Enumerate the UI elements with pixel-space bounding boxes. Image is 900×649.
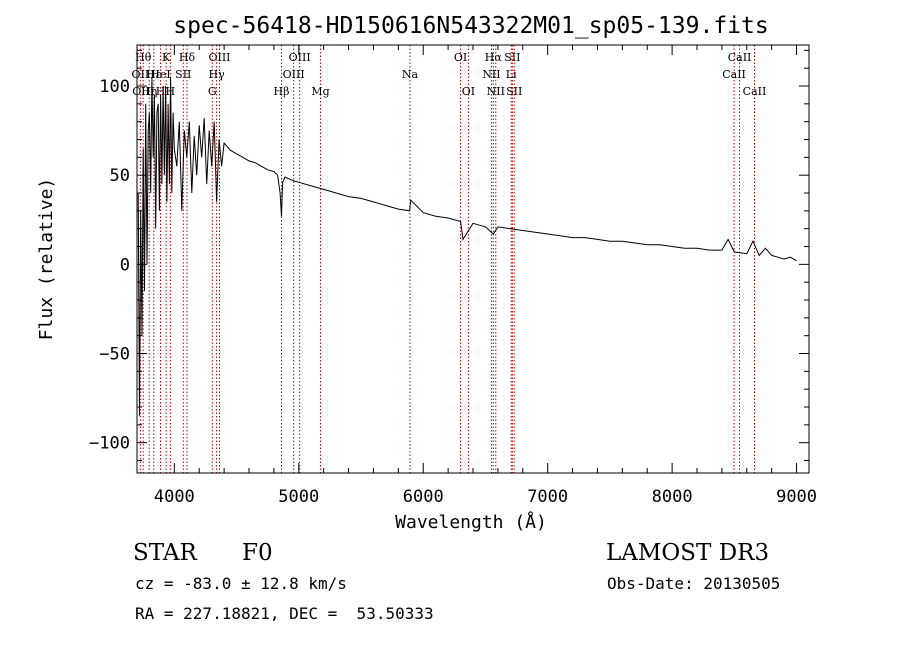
- y-tick-label: −50: [99, 345, 130, 365]
- y-axis-ticks: −100 −50 0 50 100: [89, 49, 809, 462]
- x-axis-ticks: 4000 5000 6000 7000 8000 9000: [154, 45, 817, 507]
- line-label: G: [208, 85, 217, 98]
- y-tick-label: 100: [99, 77, 130, 97]
- object-subclass: F0: [242, 540, 273, 566]
- chart-title: spec-56418-HD150616N543322M01_sp05-139.f…: [173, 13, 768, 39]
- line-label: NII: [487, 85, 505, 98]
- line-label: K: [162, 51, 171, 64]
- plot-frame: [136, 44, 810, 474]
- line-label: Hδ: [179, 51, 196, 64]
- y-tick-label: −100: [89, 434, 130, 454]
- x-tick-label: 6000: [403, 487, 444, 507]
- x-tick-label: 4000: [154, 487, 195, 507]
- line-label: Hη: [141, 85, 157, 98]
- line-label: CaII: [743, 85, 767, 98]
- line-label: Hα: [485, 51, 503, 64]
- line-label: H: [156, 85, 166, 98]
- line-label: Hγ: [209, 68, 226, 81]
- line-label: Hβ: [274, 85, 290, 98]
- line-label: OIII: [283, 68, 305, 81]
- coordinates: RA = 227.18821, DEC = 53.50333: [135, 604, 434, 623]
- line-label: SII: [506, 85, 522, 98]
- object-class: STAR: [133, 540, 197, 566]
- x-axis-label: Wavelength (Å): [395, 511, 547, 533]
- x-tick-label: 9000: [776, 487, 817, 507]
- line-label: SII: [175, 68, 191, 81]
- line-label: CaII: [722, 68, 746, 81]
- line-label: HeI: [150, 68, 170, 81]
- line-label: OIII: [208, 51, 230, 64]
- line-label: Hε: [146, 68, 162, 81]
- redshift-cz: cz = -83.0 ± 12.8 km/s: [135, 574, 347, 593]
- line-label: NII: [482, 68, 500, 81]
- observation-date: Obs-Date: 20130505: [607, 574, 781, 593]
- spectrum-line: [137, 77, 797, 416]
- line-label: OII: [132, 68, 150, 81]
- line-label: OIII: [289, 51, 311, 64]
- survey-name: LAMOST DR3: [606, 540, 770, 566]
- line-label: Mg: [311, 85, 329, 98]
- spectral-line-labels: OIIHθOIIIHηHεHeIHKHSIIHδGHγOIIIHβOIIIOII…: [132, 51, 767, 98]
- x-tick-label: 7000: [527, 487, 568, 507]
- x-tick-label: 5000: [278, 487, 319, 507]
- line-label: OI: [462, 85, 475, 98]
- line-label: CaII: [728, 51, 752, 64]
- line-label: OIII: [132, 85, 154, 98]
- line-label: Hθ: [135, 51, 152, 64]
- line-label: OI: [454, 51, 467, 64]
- y-tick-label: 0: [120, 255, 130, 275]
- spectral-line-markers: [139, 45, 755, 473]
- line-label: Li: [506, 68, 517, 81]
- line-label: Na: [402, 68, 419, 81]
- x-tick-label: 8000: [652, 487, 693, 507]
- y-axis-label: Flux (relative): [36, 178, 57, 341]
- y-tick-label: 50: [110, 166, 130, 186]
- line-label: SII: [504, 51, 520, 64]
